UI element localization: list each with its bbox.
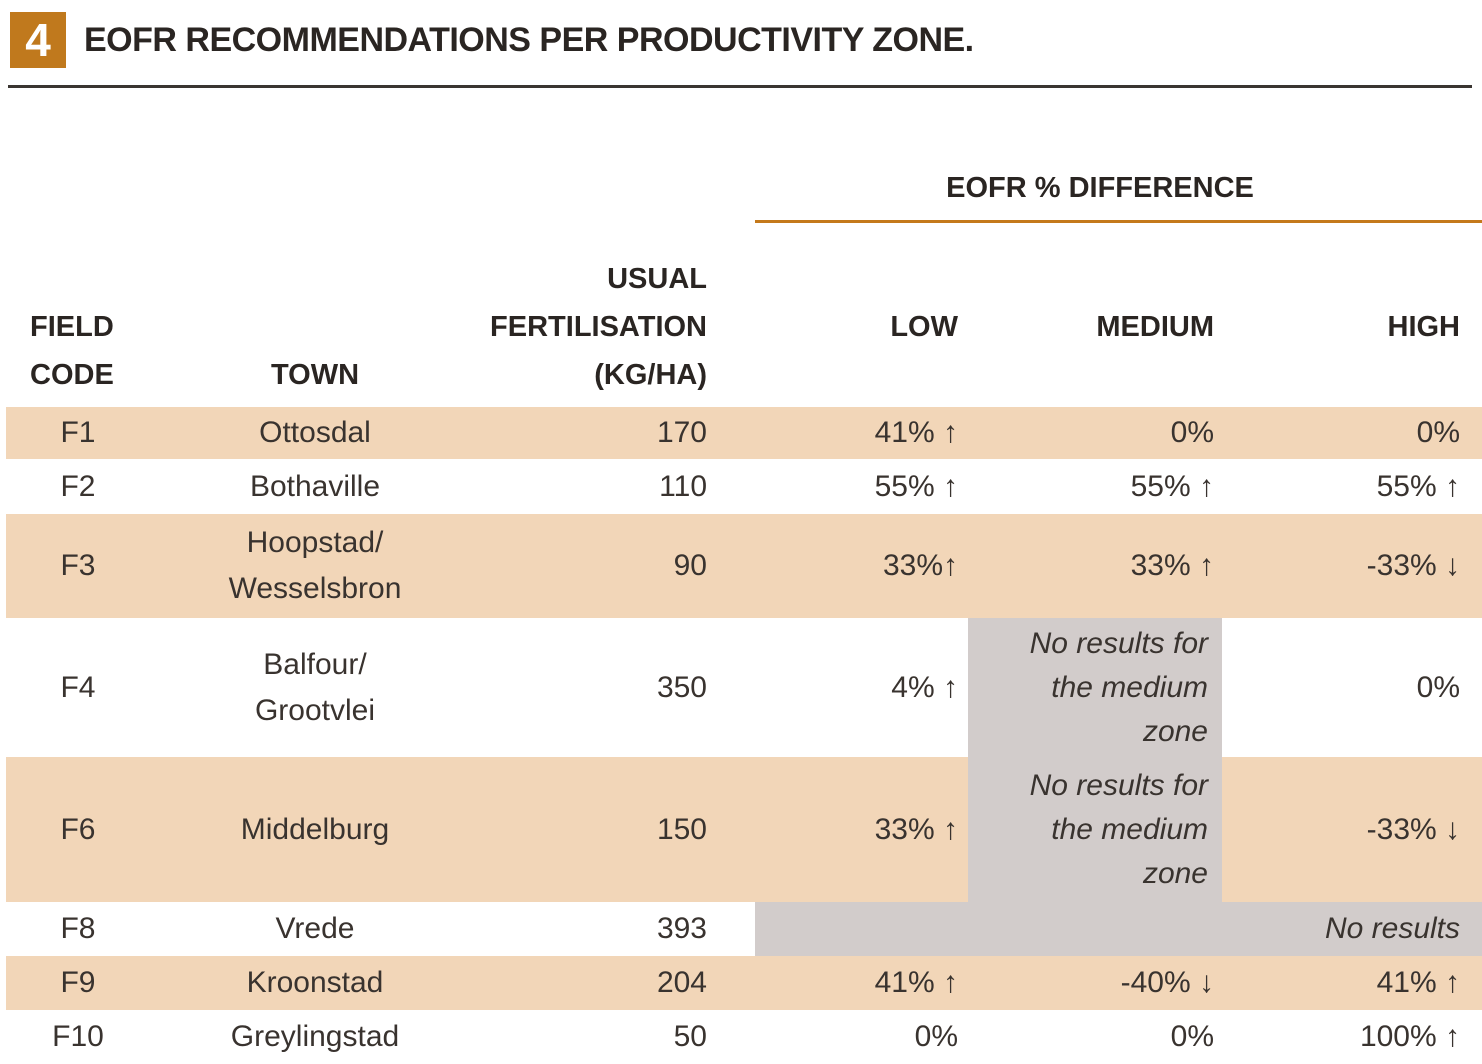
table-row-f9: F9 Kroonstad 204 41% ↑ -40% ↓ 41% ↑ xyxy=(6,956,1482,1010)
all-zones-no-results-cell: No results xyxy=(755,902,1482,956)
high-zone-cell: 55% ↑ xyxy=(1376,469,1461,503)
eofr-table: FIELD CODE TOWN USUAL FERTILISATION (KG/… xyxy=(6,116,1482,1064)
field-code-cell: F3 xyxy=(60,549,96,582)
high-zone-cell: 100% ↑ xyxy=(1359,1020,1461,1053)
medium-zone-cell: 0% xyxy=(1170,1020,1214,1053)
table-row-f3: F3 Hoopstad/ Wesselsbron 90 33%↑ 33% ↑ -… xyxy=(6,514,1482,618)
zone-header-row: LOW MEDIUM HIGH xyxy=(755,303,1482,351)
header-field-code: FIELD CODE xyxy=(30,311,114,391)
table-row-f1: F1 Ottosdal 170 41% ↑ 0% 0% xyxy=(6,407,1482,459)
table-row-f4: F4 Balfour/ Grootvlei 350 4% ↑ No result… xyxy=(6,618,1482,757)
medium-zone-no-results-cell: No results for the medium zone xyxy=(968,618,1222,757)
usual-fertilisation-cell: 90 xyxy=(673,549,707,582)
low-zone-cell: 0% xyxy=(914,1020,958,1053)
field-code-cell: F4 xyxy=(60,670,96,704)
town-cell: Balfour/ Grootvlei xyxy=(254,647,376,727)
medium-zone-cell: -40% ↓ xyxy=(1120,966,1214,999)
low-zone-cell: 41% ↑ xyxy=(874,966,958,999)
town-cell: Vrede xyxy=(275,912,355,945)
usual-fertilisation-cell: 50 xyxy=(673,1020,707,1053)
table-row-f6: F6 Middelburg 150 33% ↑ No results for t… xyxy=(6,757,1482,902)
header-zone-low: LOW xyxy=(890,311,958,343)
header-eofr-difference: EOFR % DIFFERENCE xyxy=(755,164,1482,223)
field-code-cell: F1 xyxy=(60,416,96,449)
usual-fertilisation-cell: 350 xyxy=(656,670,707,704)
usual-fertilisation-cell: 393 xyxy=(656,912,707,945)
high-zone-cell: -33% ↓ xyxy=(1366,549,1461,582)
field-code-cell: F9 xyxy=(60,966,96,999)
header-town: TOWN xyxy=(270,359,360,391)
medium-zone-cell: 55% ↑ xyxy=(1130,469,1214,503)
high-zone-cell: 41% ↑ xyxy=(1376,966,1461,999)
usual-fertilisation-cell: 110 xyxy=(659,469,707,503)
medium-zone-cell: 33% ↑ xyxy=(1130,549,1214,582)
table-row-f2: F2 Bothaville 110 55% ↑ 55% ↑ 55% ↑ xyxy=(6,459,1482,514)
title-divider xyxy=(8,85,1472,88)
field-code-cell: F2 xyxy=(60,469,96,503)
low-zone-cell: 55% ↑ xyxy=(874,469,958,503)
header-zone-high: HIGH xyxy=(1387,311,1461,343)
high-zone-cell: -33% ↓ xyxy=(1366,812,1461,846)
header-usual-fertilisation: USUAL FERTILISATION (KG/HA) xyxy=(490,263,707,391)
low-zone-cell: 41% ↑ xyxy=(874,416,958,449)
town-cell: Ottosdal xyxy=(259,416,371,449)
low-zone-cell: 33%↑ xyxy=(882,549,958,582)
field-code-cell: F8 xyxy=(60,912,96,945)
table-row-f8: F8 Vrede 393 No results xyxy=(6,902,1482,956)
header-eofr-group: EOFR % DIFFERENCE LOW MEDIUM HIGH xyxy=(755,116,1482,407)
town-cell: Middelburg xyxy=(240,812,390,846)
field-code-cell: F6 xyxy=(60,812,96,846)
table-row-f10: F10 Greylingstad 50 0% 0% 100% ↑ xyxy=(6,1010,1482,1064)
high-zone-cell: 0% xyxy=(1416,670,1461,704)
medium-zone-cell: 0% xyxy=(1170,416,1214,449)
figure-title: EOFR RECOMMENDATIONS PER PRODUCTIVITY ZO… xyxy=(84,20,974,59)
usual-fertilisation-cell: 170 xyxy=(656,416,707,449)
figure-number-badge: 4 xyxy=(10,12,66,68)
medium-zone-no-results-cell: No results for the medium zone xyxy=(968,757,1222,902)
header-zone-medium: MEDIUM xyxy=(1096,311,1214,343)
town-cell: Hoopstad/ Wesselsbron xyxy=(228,526,402,605)
high-zone-cell: 0% xyxy=(1416,416,1461,449)
town-cell: Bothaville xyxy=(249,469,381,503)
low-zone-cell: 4% ↑ xyxy=(891,670,958,704)
usual-fertilisation-cell: 150 xyxy=(656,812,707,846)
town-cell: Greylingstad xyxy=(230,1020,400,1053)
town-cell: Kroonstad xyxy=(246,966,384,999)
table-header-row: FIELD CODE TOWN USUAL FERTILISATION (KG/… xyxy=(6,116,1482,407)
usual-fertilisation-cell: 204 xyxy=(656,966,707,999)
field-code-cell: F10 xyxy=(52,1020,104,1053)
figure-header: 4 EOFR RECOMMENDATIONS PER PRODUCTIVITY … xyxy=(0,0,1482,68)
low-zone-cell: 33% ↑ xyxy=(874,812,958,846)
